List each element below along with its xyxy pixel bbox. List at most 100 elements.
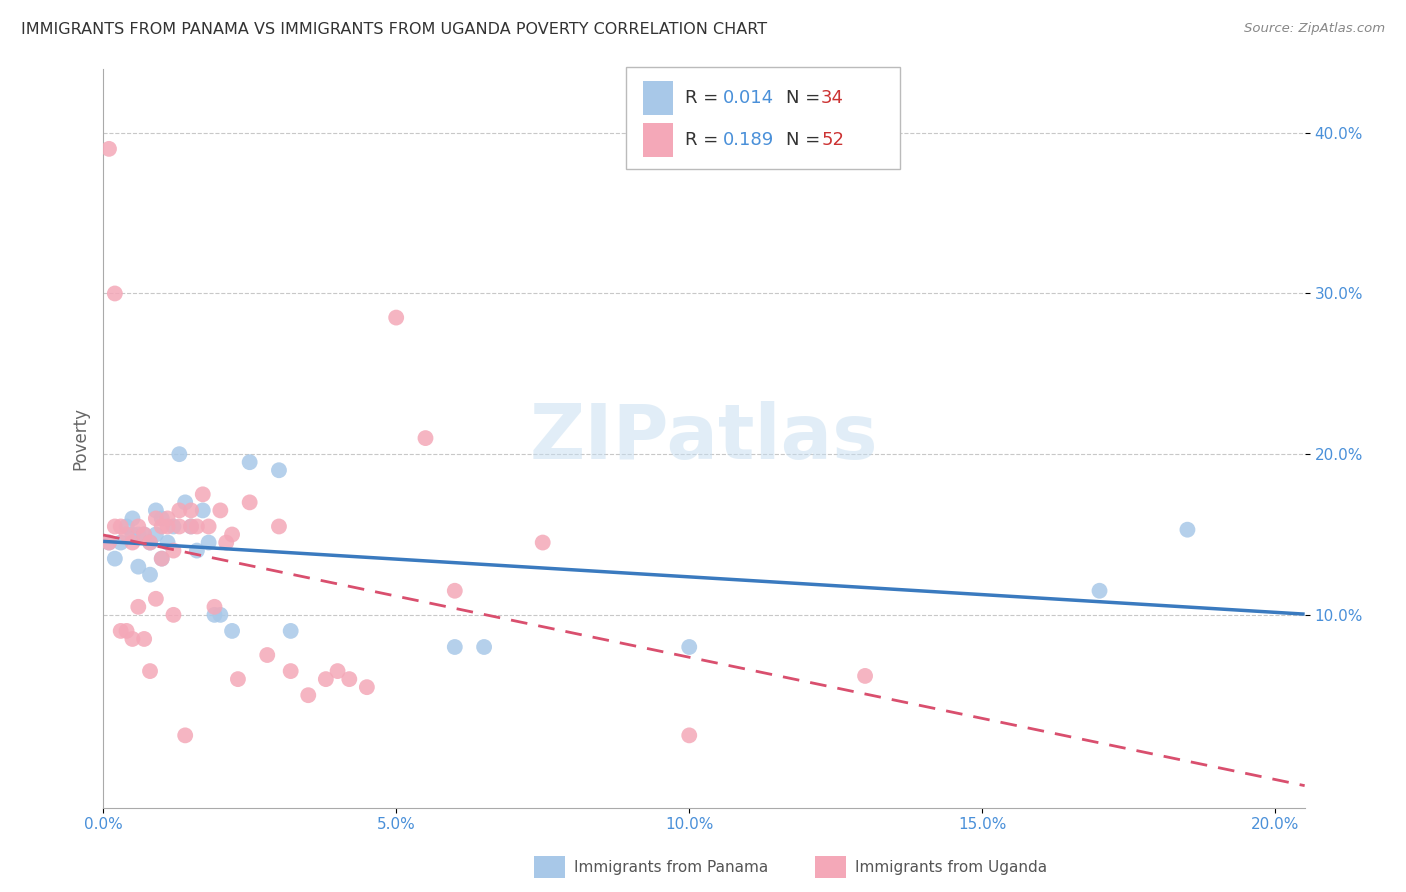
Point xyxy=(127,527,149,541)
Point xyxy=(443,583,465,598)
Point xyxy=(191,487,214,501)
Point xyxy=(139,664,162,678)
Point xyxy=(156,519,179,533)
Point xyxy=(115,519,138,533)
Point xyxy=(127,599,149,614)
Point xyxy=(443,640,465,654)
Point xyxy=(145,591,167,606)
Point xyxy=(267,519,290,533)
Point xyxy=(226,672,249,686)
Point xyxy=(150,551,173,566)
Point xyxy=(134,527,156,541)
Text: Immigrants from Uganda: Immigrants from Uganda xyxy=(855,860,1047,874)
Y-axis label: Poverty: Poverty xyxy=(72,407,89,469)
Point xyxy=(204,599,226,614)
Point xyxy=(110,624,132,638)
Point xyxy=(415,431,437,445)
Point xyxy=(169,503,191,517)
Point xyxy=(169,519,191,533)
Point xyxy=(180,503,202,517)
Point xyxy=(115,527,138,541)
Text: R =: R = xyxy=(685,131,724,149)
Point xyxy=(145,511,167,525)
Point xyxy=(1177,523,1199,537)
Text: 0.189: 0.189 xyxy=(723,131,773,149)
Point xyxy=(150,511,173,525)
Point xyxy=(174,495,197,509)
Text: N =: N = xyxy=(786,89,825,107)
Point xyxy=(156,511,179,525)
Point xyxy=(134,632,156,646)
Point xyxy=(150,519,173,533)
Point xyxy=(186,543,208,558)
Point xyxy=(472,640,495,654)
Point xyxy=(180,519,202,533)
Point xyxy=(104,519,127,533)
Point xyxy=(162,519,184,533)
Point xyxy=(239,455,262,469)
Point xyxy=(385,310,408,325)
Point xyxy=(280,664,302,678)
Point xyxy=(127,519,149,533)
Point xyxy=(98,535,121,549)
Point xyxy=(98,535,121,549)
Text: Source: ZipAtlas.com: Source: ZipAtlas.com xyxy=(1244,22,1385,36)
Point xyxy=(221,527,243,541)
Point xyxy=(221,624,243,638)
Text: Immigrants from Panama: Immigrants from Panama xyxy=(574,860,768,874)
Text: 52: 52 xyxy=(821,131,844,149)
Point xyxy=(145,503,167,517)
Text: N =: N = xyxy=(786,131,825,149)
Text: R =: R = xyxy=(685,89,724,107)
Point xyxy=(145,527,167,541)
Point xyxy=(209,607,232,622)
Point xyxy=(209,503,232,517)
Point xyxy=(356,680,378,694)
Point xyxy=(1088,583,1111,598)
Point xyxy=(215,535,238,549)
Point xyxy=(531,535,554,549)
Point xyxy=(121,632,143,646)
Point xyxy=(204,607,226,622)
Point xyxy=(197,519,219,533)
Point xyxy=(162,543,184,558)
Point xyxy=(121,527,143,541)
Point xyxy=(315,672,337,686)
Point xyxy=(191,503,214,517)
Point xyxy=(180,519,202,533)
Point xyxy=(162,607,184,622)
Point xyxy=(104,286,127,301)
Text: ZIPatlas: ZIPatlas xyxy=(530,401,879,475)
Text: IMMIGRANTS FROM PANAMA VS IMMIGRANTS FROM UGANDA POVERTY CORRELATION CHART: IMMIGRANTS FROM PANAMA VS IMMIGRANTS FRO… xyxy=(21,22,768,37)
Point xyxy=(678,728,700,742)
Point xyxy=(297,688,319,702)
Point xyxy=(280,624,302,638)
Point xyxy=(98,142,121,156)
Point xyxy=(239,495,262,509)
Point xyxy=(256,648,278,662)
Point xyxy=(139,535,162,549)
Point xyxy=(197,535,219,549)
Point xyxy=(326,664,349,678)
Point xyxy=(127,559,149,574)
Point xyxy=(139,567,162,582)
Point xyxy=(156,535,179,549)
Point xyxy=(169,447,191,461)
Point xyxy=(853,669,876,683)
Text: 0.014: 0.014 xyxy=(723,89,773,107)
Point xyxy=(150,551,173,566)
Point xyxy=(121,535,143,549)
Text: 34: 34 xyxy=(821,89,844,107)
Point xyxy=(104,551,127,566)
Point xyxy=(121,511,143,525)
Point xyxy=(267,463,290,477)
Point xyxy=(115,624,138,638)
Point xyxy=(186,519,208,533)
Point xyxy=(110,535,132,549)
Point xyxy=(139,535,162,549)
Point xyxy=(174,728,197,742)
Point xyxy=(110,519,132,533)
Point xyxy=(134,527,156,541)
Point xyxy=(678,640,700,654)
Point xyxy=(337,672,360,686)
